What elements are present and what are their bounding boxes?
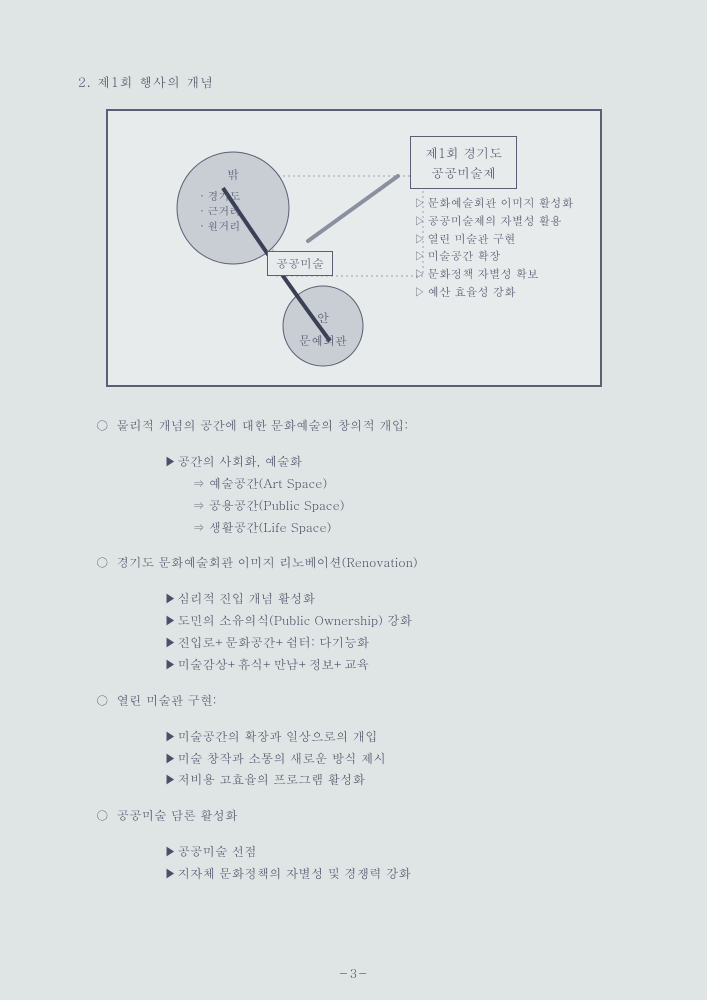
content-sub: 미술감상+휴식+만남+정보+교육 — [164, 654, 647, 676]
circle1-top: 밖 — [188, 166, 278, 183]
title-frame-line2: 공공미술제 — [425, 163, 502, 183]
content-sub: 심리적 진입 개념 활성화 — [164, 588, 647, 610]
circle2-top: 안 — [278, 309, 368, 326]
content-head: 열린 미술관 구현: — [96, 690, 647, 712]
content-sub: 미술 창작과 소통의 새로운 방식 제시 — [164, 748, 647, 770]
diagram-bullet: 미술공간 확장 — [414, 248, 573, 266]
title-frame-line1: 제1회 경기도 — [425, 143, 502, 163]
page-number: －3－ — [0, 965, 707, 982]
overlap-box-label: 공공미술 — [267, 251, 333, 276]
diagram-bullet: 문화예술회관 이미지 활성화 — [414, 195, 573, 213]
content-head: 물리적 개념의 공간에 대한 문화예술의 창의적 개입: — [96, 415, 647, 437]
content-sub: 도민의 소유의식(Public Ownership) 강화 — [164, 610, 647, 632]
circle1-item: · 경기도 — [200, 189, 278, 204]
content-sub: 공간의 사회화, 예술화 — [164, 451, 647, 473]
title-frame: 제1회 경기도 공공미술제 — [410, 136, 517, 189]
diagram-bullet: 공공미술제의 자별성 활용 — [414, 213, 573, 231]
content-sub: 진입로+문화공간+쉼터: 다기능화 — [164, 632, 647, 654]
diagram-bullet: 문화정책 자별성 확보 — [414, 266, 573, 284]
content-sub: 예술공간(Art Space) — [192, 473, 647, 495]
content-sub: 생활공간(Life Space) — [192, 517, 647, 539]
content-sub: 미술공간의 확장과 일상으로의 개입 — [164, 726, 647, 748]
content-sub: 지자체 문화정책의 자별성 및 경쟁력 강화 — [164, 863, 647, 885]
circle2-bottom: 문예회관 — [278, 332, 368, 349]
circle2-labels: 안 문예회관 — [278, 309, 368, 349]
content-list: 물리적 개념의 공간에 대한 문화예술의 창의적 개입: 공간의 사회화, 예술화… — [96, 415, 647, 885]
content-sub: 저비용 고효율의 프로그램 활성화 — [164, 769, 647, 791]
section-title: 2. 제1회 행사의 개념 — [78, 72, 647, 91]
circle1-labels: 밖 · 경기도 · 근거리 · 원거리 — [188, 166, 278, 234]
diagram-bullet: 열린 미술관 구현 — [414, 231, 573, 249]
content-head: 경기도 문화예술회관 이미지 리노베이션(Renovation) — [96, 552, 647, 574]
content-sub: 공용공간(Public Space) — [192, 495, 647, 517]
concept-diagram: 밖 · 경기도 · 근거리 · 원거리 안 문예회관 공공미술 제1회 경기도 … — [106, 109, 602, 387]
circle1-item: · 근거리 — [200, 204, 278, 219]
content-sub: 공공미술 선점 — [164, 841, 647, 863]
circle1-item: · 원거리 — [200, 219, 278, 234]
content-head: 공공미술 담론 활성화 — [96, 805, 647, 827]
diagram-bullet: 예산 효율성 강화 — [414, 284, 573, 302]
diagram-bullets: 문화예술회관 이미지 활성화 공공미술제의 자별성 활용 열린 미술관 구현 미… — [414, 195, 573, 302]
